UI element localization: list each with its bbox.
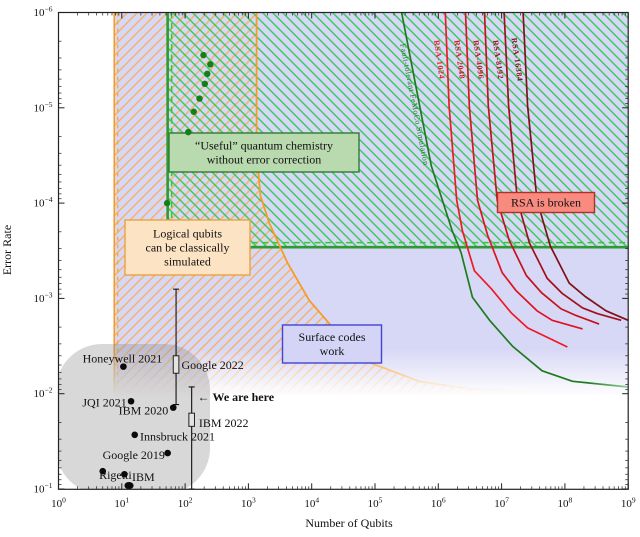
experiment-label: JQI 2021 (82, 396, 126, 410)
confidence-box-marker (188, 412, 195, 427)
experiment-dot (164, 449, 171, 457)
y-axis-tick-label: 10−1 (34, 481, 53, 496)
y-axis-title: Error Rate (0, 225, 14, 275)
nisq-chemistry-point (204, 70, 211, 78)
experiment-google-2022: Google 2022 (172, 288, 244, 406)
confidence-box-marker (172, 355, 180, 374)
experiment-ibm: IBM (121, 470, 155, 484)
experiment-dot (99, 467, 107, 475)
label-box-logical_qubits-text: simulated (164, 255, 211, 269)
label-box-logical_qubits-rect (124, 219, 251, 276)
experiment-dot (127, 397, 135, 405)
y-axis-tick-label: 10−5 (34, 100, 53, 115)
label-box-surface_codes-rect (281, 324, 383, 364)
experiment-label: IBM (132, 470, 155, 484)
experiment-dot (124, 481, 134, 490)
x-axis-tick-label: 105 (368, 496, 383, 511)
nisq-chemistry-point (196, 95, 203, 102)
experiment-label: Honeywell 2021 (83, 351, 163, 365)
plot-frame (57, 11, 629, 490)
x-axis-tick-label: 100 (51, 496, 66, 511)
experiment-dot (120, 363, 127, 370)
experiment-unlabeled (124, 481, 134, 490)
x-axis-tick-label: 101 (114, 496, 129, 511)
experiment-dot (121, 470, 128, 478)
experiment-dot (131, 431, 139, 439)
label-box-surface_codes-text: work (320, 344, 345, 358)
nisq-chemistry-point (200, 51, 207, 59)
experiment-google-2019: Google 2019 (103, 448, 171, 462)
label-box-logical_qubits-text: can be classically (146, 241, 230, 255)
rsa-curve-rsa-2048 (464, 12, 583, 330)
nisq-chemistry-point (190, 108, 197, 115)
label-box-rsa_broken-text: RSA is broken (511, 196, 581, 210)
rsa-curve-rsa-8192 (503, 12, 622, 322)
label-box-rsa_broken-rect (496, 191, 596, 214)
label-box-useful_chemistry-rect (168, 132, 360, 173)
plot-area: RSA-1024 RSA-2048 RSA-4096 RSA-8192 RSA-1638… (58, 12, 629, 490)
nisq-chemistry-point (185, 128, 192, 136)
experiment-dot (169, 404, 177, 411)
y-axis-tick-label: 10−3 (34, 290, 53, 305)
experiment-label: Google 2022 (181, 358, 243, 372)
x-axis-tick-label: 106 (431, 496, 446, 511)
rsa-curve-rsa-1024 (444, 12, 568, 348)
x-axis-tick-label: 104 (304, 496, 319, 511)
x-axis-tick-label: 108 (558, 496, 573, 511)
we-are-here-annotation: ← We are here (198, 390, 275, 404)
experiment-label: Innsbruck 2021 (140, 430, 215, 444)
label-box-rsa_broken: RSA is broken (496, 191, 596, 214)
experiment-ibm-2022: IBM 2022 (188, 386, 249, 490)
experiment-innsbruck-2021: Innsbruck 2021 (131, 430, 215, 444)
nisq-chemistry-point (201, 80, 209, 88)
label-box-useful_chemistry-text: without error correction (207, 153, 322, 167)
experiment-label: Google 2019 (103, 448, 165, 462)
x-axis-tick-label: 103 (241, 496, 256, 511)
y-axis-tick-label: 10−6 (34, 5, 53, 20)
label-box-logical_qubits-text: Logical qubits (153, 227, 222, 241)
experiment-ibm-2020: IBM 2020 (119, 403, 177, 417)
nisq-chemistry-point (207, 61, 214, 68)
current-experiments-blob (58, 344, 210, 490)
x-axis-title: Number of Qubits (305, 516, 393, 530)
x-axis-tick-label: 107 (494, 496, 509, 511)
y-axis-tick-label: 10−4 (34, 195, 53, 210)
experiment-jqi-2021: JQI 2021 (82, 396, 135, 410)
experiment-honeywell-2021: Honeywell 2021 (83, 351, 163, 370)
rsa-curve-rsa-16384 (522, 12, 629, 322)
label-box-surface_codes-text: Surface codes (299, 330, 366, 344)
x-axis-tick-label: 109 (621, 496, 636, 511)
x-axis-tick-label: 102 (178, 496, 193, 511)
y-axis-tick-label: 10−2 (34, 386, 53, 401)
label-box-useful_chemistry-text: “Useful” quantum chemistry (195, 139, 333, 153)
experiment-label: IBM 2020 (119, 403, 169, 417)
experiment-label: IBM 2022 (199, 416, 249, 430)
nisq-chemistry-point (163, 199, 171, 207)
femoco-curve (400, 12, 629, 388)
rsa-curve-rsa-4096 (483, 12, 600, 325)
